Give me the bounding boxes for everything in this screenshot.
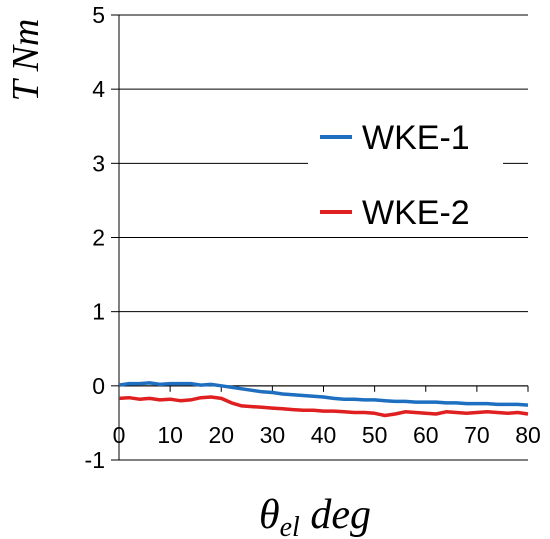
x-tick-label-10: 10 <box>157 422 183 448</box>
y-tick-label-1: 1 <box>92 299 105 325</box>
x-tick-label-40: 40 <box>311 422 337 448</box>
x-tick-label-60: 60 <box>413 422 439 448</box>
axes <box>111 14 529 461</box>
x-tick-label-80: 80 <box>515 422 541 448</box>
y-tick-label-0: 0 <box>92 373 105 399</box>
x-axis-label-symbol: θ <box>259 492 280 538</box>
x-axis-label: θel deg <box>259 492 371 539</box>
y-tick-label--1: -1 <box>85 447 105 473</box>
series-group <box>118 381 529 418</box>
y-tick-label-2: 2 <box>92 225 105 251</box>
legend-label-2: WKE-2 <box>362 194 470 232</box>
x-tick-label-50: 50 <box>362 422 388 448</box>
y-tick-label-5: 5 <box>92 2 105 28</box>
series-line-2 <box>118 395 529 418</box>
x-tick-label-70: 70 <box>464 422 490 448</box>
y-tick-label-4: 4 <box>92 76 105 102</box>
legend-box <box>308 110 503 235</box>
legend-label-1: WKE-1 <box>362 119 470 157</box>
x-axis-label-subscript: el <box>280 512 300 539</box>
x-tick-label-0: 0 <box>113 422 126 448</box>
y-tick-label-3: 3 <box>92 150 105 176</box>
gridlines <box>119 14 528 461</box>
x-tick-label-20: 20 <box>208 422 234 448</box>
y-tick-labels: -1 0 1 2 3 4 5 <box>85 2 106 473</box>
y-axis-label: T Nm <box>5 19 47 102</box>
legend: WKE-1 WKE-2 <box>308 110 503 235</box>
series-line-1 <box>118 381 529 407</box>
x-axis-label-unit: deg <box>300 492 371 538</box>
x-tick-labels: 0 10 20 30 40 50 60 70 80 <box>113 422 541 448</box>
x-tick-label-30: 30 <box>260 422 286 448</box>
